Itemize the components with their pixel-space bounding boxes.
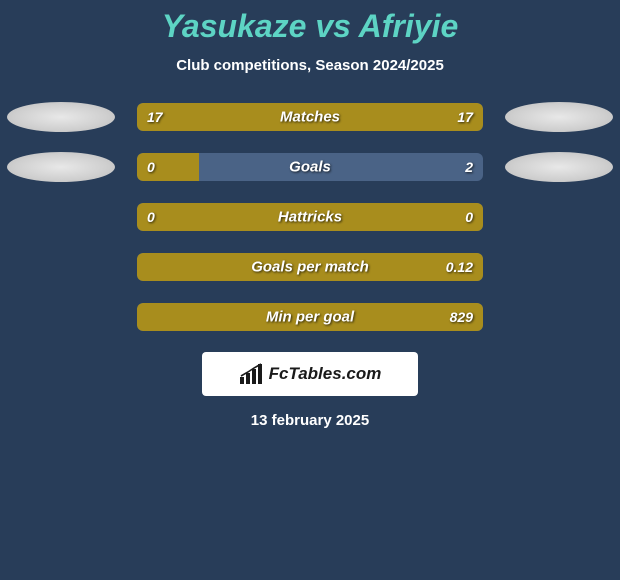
ellipse-spacer xyxy=(505,202,613,232)
player-ellipse-right xyxy=(505,152,613,182)
chart-icon xyxy=(239,363,265,385)
page-subtitle: Club competitions, Season 2024/2025 xyxy=(0,57,620,74)
ellipse-spacer xyxy=(7,252,115,282)
logo-box[interactable]: FcTables.com xyxy=(202,352,418,396)
stat-value-left: 0 xyxy=(147,159,155,175)
player-ellipse-right xyxy=(505,102,613,132)
player-ellipse-left xyxy=(7,152,115,182)
stat-label: Goals per match xyxy=(251,259,369,276)
stat-value-left: 17 xyxy=(147,109,163,125)
date-text: 13 february 2025 xyxy=(0,412,620,429)
ellipse-spacer xyxy=(505,252,613,282)
ellipse-spacer xyxy=(7,202,115,232)
stat-label: Goals xyxy=(289,159,331,176)
stat-bar: 829 Min per goal xyxy=(137,303,483,331)
stat-row: 0.12 Goals per match xyxy=(0,252,620,282)
stat-value-right: 0.12 xyxy=(446,259,473,275)
stat-label: Min per goal xyxy=(266,309,354,326)
stat-bar: 0 2 Goals xyxy=(137,153,483,181)
stat-rows: 17 17 Matches 0 2 Goals 0 0 Hattricks 0.12 Goals p… xyxy=(0,102,620,332)
stat-value-right: 0 xyxy=(465,209,473,225)
stat-row: 0 2 Goals xyxy=(0,152,620,182)
logo-text: FcTables.com xyxy=(269,364,382,384)
stat-row: 17 17 Matches xyxy=(0,102,620,132)
stat-value-right: 17 xyxy=(457,109,473,125)
stat-bar: 0 0 Hattricks xyxy=(137,203,483,231)
stat-value-right: 829 xyxy=(450,309,473,325)
stat-bar: 0.12 Goals per match xyxy=(137,253,483,281)
stat-value-left: 0 xyxy=(147,209,155,225)
stat-label: Hattricks xyxy=(278,209,342,226)
ellipse-spacer xyxy=(505,302,613,332)
stat-label: Matches xyxy=(280,109,340,126)
ellipse-spacer xyxy=(7,302,115,332)
player-ellipse-left xyxy=(7,102,115,132)
stat-row: 0 0 Hattricks xyxy=(0,202,620,232)
stat-value-right: 2 xyxy=(465,159,473,175)
stat-bar: 17 17 Matches xyxy=(137,103,483,131)
stat-row: 829 Min per goal xyxy=(0,302,620,332)
page-title: Yasukaze vs Afriyie xyxy=(0,0,620,45)
